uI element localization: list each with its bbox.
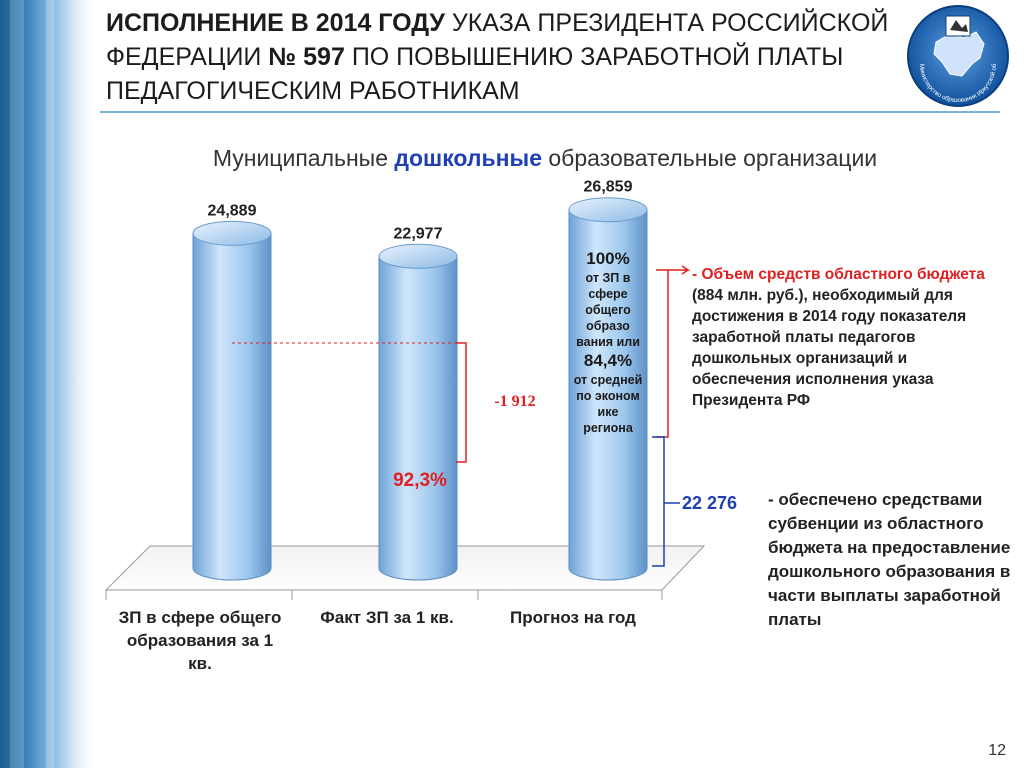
bar3-annotation: 100% от ЗП в сфере общего образо вания и… [572,248,644,436]
bar3-pct1: 100% [586,249,630,268]
bar-top [192,220,272,246]
bar-value-label: 24,889 [208,202,257,219]
bar [192,232,272,581]
difference-bracket [456,342,467,463]
subvention-bracket [652,436,665,567]
title-divider [100,111,1000,113]
bar [378,255,458,581]
budget-note: - Объем средств областного бюджета (884 … [692,266,985,409]
bar3-line1: от ЗП в сфере общего образо вания или [576,271,640,349]
irkutsk-emblem-icon: Министерство образования Иркутской облас… [906,4,1009,107]
bar3-pct2: 84,4% [583,351,633,370]
chart-subtitle: Муниципальные дошкольные образовательные… [212,145,878,171]
side-stripe [0,0,92,768]
bar-top [378,243,458,269]
budget-bracket-arrow [668,265,691,275]
bar-value-label: 26,859 [584,179,633,196]
page-title: ИСПОЛНЕНИЕ В 2014 ГОДУ УКАЗА ПРЕЗИДЕНТА … [106,9,889,105]
category-label: Факт ЗП за 1 кв. [320,608,454,627]
subvention-value: 22 276 [682,493,738,513]
category-label: Прогноз на год [510,608,636,627]
page-number: 12 [988,742,1006,759]
bar [568,209,648,581]
stripe-decoration [46,0,54,768]
bar3-line2: от средней по эконом ике региона [573,373,643,435]
difference-label: -1 912 [494,393,535,410]
bar-value-label: 22,977 [394,225,443,242]
subvention-note: - обеспечено средствами субвенции из обл… [768,490,1011,629]
bar2-percent: 92,3% [393,470,447,491]
stripe-decoration [10,0,24,768]
bar-top [568,197,648,223]
budget-bracket [656,269,669,438]
category-label: ЗП в сфере общего образования за 1 кв. [118,608,282,673]
